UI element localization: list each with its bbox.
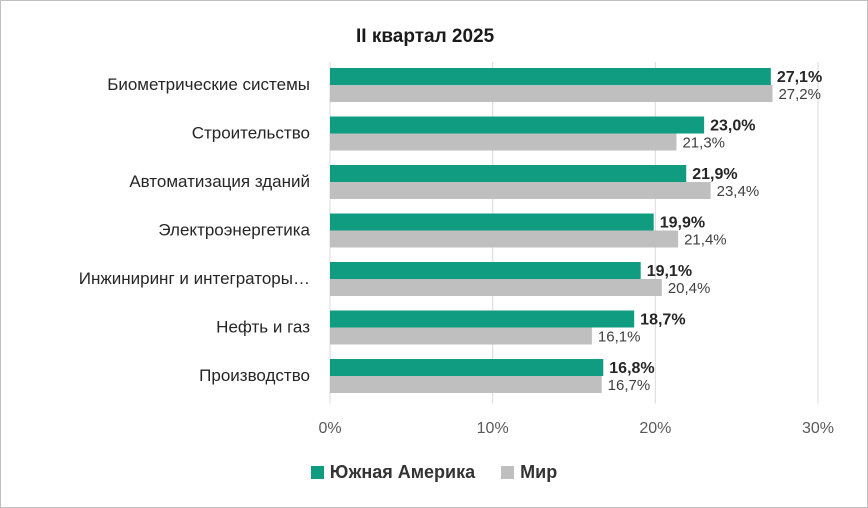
legend-label-south-america: Южная Америка: [329, 462, 476, 482]
bar-south-america: [330, 359, 604, 376]
category-label: Автоматизация зданий: [129, 172, 310, 191]
bar-world: [330, 327, 592, 345]
legend-swatch-world: [501, 466, 515, 479]
data-label-south-america: 18,7%: [640, 312, 685, 329]
data-label-south-america: 23,0%: [710, 118, 755, 135]
bar-world: [330, 85, 773, 102]
x-tick-label: 0%: [318, 420, 341, 437]
bar-world: [330, 376, 602, 393]
bar-south-america: [330, 310, 635, 328]
data-label-south-america: 19,1%: [647, 263, 692, 280]
legend-label-world: Мир: [520, 462, 558, 482]
x-tick-label: 30%: [802, 420, 834, 437]
bar-world: [330, 230, 679, 248]
data-label-world: 20,4%: [668, 280, 711, 297]
bar-south-america: [330, 68, 771, 85]
bar-world: [330, 133, 677, 151]
bar-south-america: [330, 116, 705, 134]
data-label-world: 27,2%: [778, 86, 821, 103]
category-label: Биометрические системы: [107, 75, 310, 94]
category-label: Строительство: [192, 124, 310, 143]
legend-item-world: Мир: [501, 462, 557, 483]
data-label-world: 16,1%: [598, 329, 641, 346]
bar-south-america: [330, 262, 641, 279]
category-label: Производство: [199, 366, 310, 385]
x-tick-label: 10%: [477, 420, 509, 437]
data-label-south-america: 16,8%: [609, 360, 654, 377]
chart-title: II квартал 2025: [356, 26, 495, 47]
legend: Южная Америка Мир: [0, 462, 868, 483]
data-label-world: 21,4%: [684, 232, 727, 249]
bar-world: [330, 182, 711, 199]
bar-world: [330, 279, 662, 296]
bar-south-america: [330, 165, 687, 182]
category-label: Электроэнергетика: [158, 221, 310, 240]
x-tick-label: 20%: [639, 420, 671, 437]
data-label-world: 23,4%: [717, 183, 760, 200]
data-label-south-america: 19,9%: [660, 215, 705, 232]
data-label-south-america: 27,1%: [777, 69, 822, 86]
category-label: Инжиниринг и интеграторы…: [79, 269, 310, 288]
bar-south-america: [330, 213, 654, 231]
data-label-world: 21,3%: [682, 135, 725, 152]
legend-item-south-america: Южная Америка: [310, 462, 476, 483]
data-label-south-america: 21,9%: [692, 166, 737, 183]
legend-swatch-south-america: [310, 466, 324, 479]
data-label-world: 16,7%: [608, 377, 651, 394]
category-label: Нефть и газ: [216, 318, 310, 337]
